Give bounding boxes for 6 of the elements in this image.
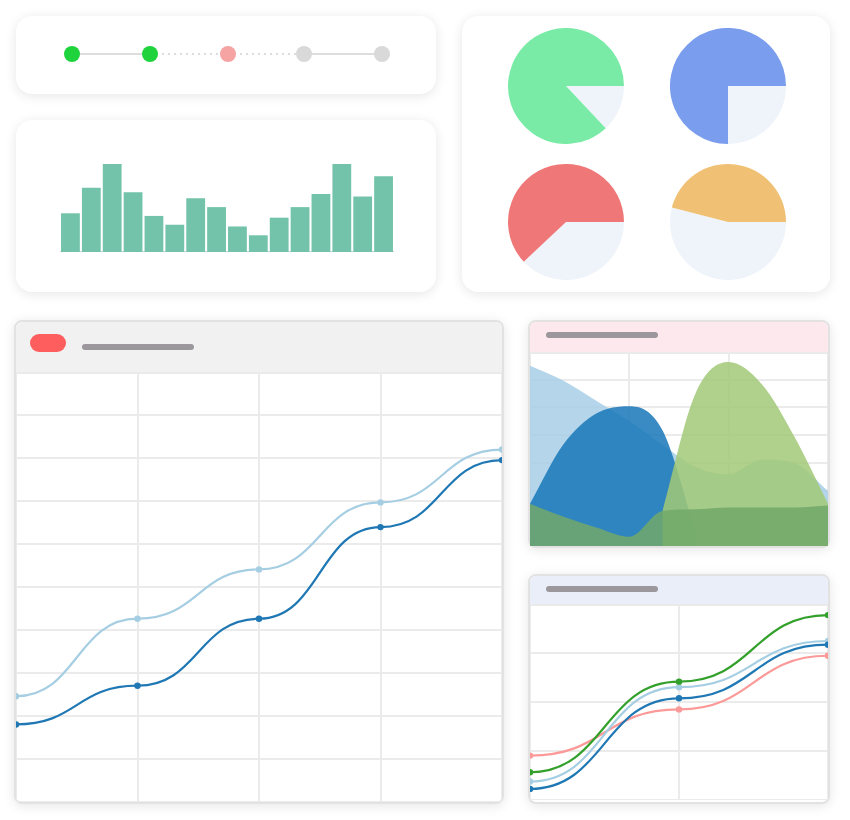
point [377,499,384,506]
point [255,566,263,573]
point [377,523,384,531]
point [255,615,263,622]
point [134,682,141,689]
point [134,615,141,622]
